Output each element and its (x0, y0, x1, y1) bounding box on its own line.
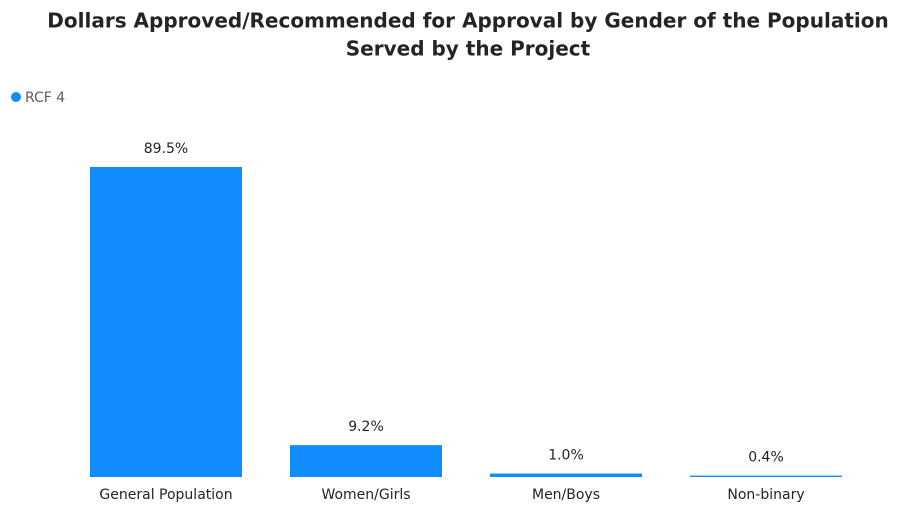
data-label: 9.2% (348, 419, 384, 435)
bar (90, 167, 242, 477)
bar (690, 475, 842, 477)
legend-label: RCF 4 (25, 90, 65, 106)
data-label: 1.0% (548, 448, 584, 464)
x-tick-label: General Population (99, 487, 232, 503)
bar (290, 445, 442, 477)
x-tick-label: Women/Girls (321, 487, 410, 503)
bar (490, 473, 642, 477)
chart-title: Dollars Approved/Recommended for Approva… (47, 9, 888, 33)
legend-marker (11, 92, 21, 102)
x-tick-label: Non-binary (727, 487, 804, 503)
data-label: 89.5% (144, 141, 188, 157)
data-label: 0.4% (748, 450, 784, 466)
x-tick-label: Men/Boys (532, 487, 600, 503)
chart-title: Served by the Project (346, 37, 591, 61)
